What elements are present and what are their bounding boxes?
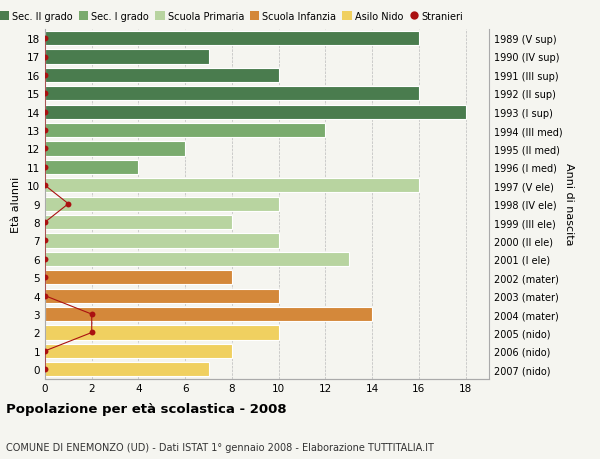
Point — [40, 182, 50, 190]
Point — [40, 164, 50, 171]
Text: Popolazione per età scolastica - 2008: Popolazione per età scolastica - 2008 — [6, 403, 287, 415]
Bar — [45, 362, 209, 377]
Bar — [45, 160, 139, 175]
Point — [40, 256, 50, 263]
Point — [40, 109, 50, 116]
Point — [40, 347, 50, 355]
Point — [40, 146, 50, 153]
Bar — [45, 307, 372, 322]
Point — [87, 329, 97, 336]
Point — [40, 237, 50, 245]
Legend: Sec. II grado, Sec. I grado, Scuola Primaria, Scuola Infanzia, Asilo Nido, Stran: Sec. II grado, Sec. I grado, Scuola Prim… — [0, 11, 463, 22]
Point — [40, 274, 50, 281]
Bar — [45, 142, 185, 157]
Point — [87, 311, 97, 318]
Point — [64, 201, 73, 208]
Bar — [45, 215, 232, 230]
Bar — [45, 252, 349, 267]
Point — [40, 35, 50, 43]
Point — [40, 72, 50, 79]
Bar — [45, 325, 278, 340]
Bar — [45, 50, 209, 65]
Bar — [45, 179, 419, 193]
Bar — [45, 105, 466, 120]
Y-axis label: Età alunni: Età alunni — [11, 176, 22, 232]
Y-axis label: Anni di nascita: Anni di nascita — [563, 163, 574, 246]
Bar — [45, 123, 325, 138]
Point — [40, 366, 50, 373]
Point — [40, 219, 50, 226]
Bar — [45, 87, 419, 101]
Text: COMUNE DI ENEMONZO (UD) - Dati ISTAT 1° gennaio 2008 - Elaborazione TUTTITALIA.I: COMUNE DI ENEMONZO (UD) - Dati ISTAT 1° … — [6, 442, 434, 452]
Bar — [45, 289, 278, 303]
Point — [40, 127, 50, 134]
Point — [40, 292, 50, 300]
Bar — [45, 270, 232, 285]
Bar — [45, 197, 278, 212]
Bar — [45, 32, 419, 46]
Bar — [45, 344, 232, 358]
Bar — [45, 234, 278, 248]
Bar — [45, 68, 278, 83]
Point — [40, 54, 50, 61]
Point — [40, 90, 50, 98]
